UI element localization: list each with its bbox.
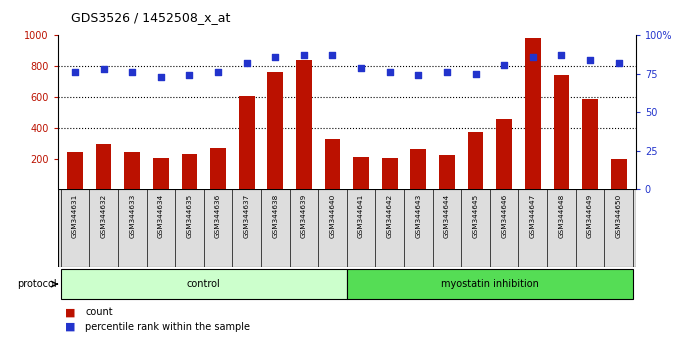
Text: GSM344646: GSM344646 (501, 193, 507, 238)
Bar (67, 153, 83, 189)
Text: GSM344637: GSM344637 (243, 193, 250, 238)
Point (155, 74, 166, 80)
Bar (58, 189, 636, 267)
Bar (382, 158, 398, 189)
Point (384, 69, 395, 75)
Text: GSM344645: GSM344645 (473, 193, 479, 238)
Text: percentile rank within the sample: percentile rank within the sample (85, 321, 250, 332)
Text: count: count (85, 307, 113, 318)
Text: GSM344631: GSM344631 (72, 193, 78, 238)
Bar (153, 158, 169, 189)
Text: control: control (187, 279, 220, 289)
Bar (239, 96, 254, 189)
Point (413, 73, 424, 78)
Text: GSM344643: GSM344643 (415, 193, 422, 238)
Bar (582, 98, 598, 189)
Bar (61, 269, 347, 299)
Point (213, 69, 224, 75)
Text: GSM344642: GSM344642 (387, 193, 393, 238)
Bar (96, 144, 112, 189)
Point (98, 67, 109, 72)
Text: GSM344644: GSM344644 (444, 193, 450, 238)
Text: GSM344638: GSM344638 (272, 193, 278, 238)
Text: myostatin inhibition: myostatin inhibition (441, 279, 539, 289)
Bar (324, 138, 341, 189)
Bar (124, 152, 140, 189)
Point (356, 65, 367, 70)
Point (528, 54, 539, 60)
Text: GSM344633: GSM344633 (129, 193, 135, 238)
Bar (267, 72, 283, 189)
Text: GSM344634: GSM344634 (158, 193, 164, 238)
Bar (439, 155, 455, 189)
Text: GSM344649: GSM344649 (587, 193, 593, 238)
Point (270, 54, 281, 60)
Point (327, 53, 338, 58)
Text: GSM344650: GSM344650 (615, 193, 622, 238)
Bar (353, 157, 369, 189)
Bar (347, 269, 633, 299)
Bar (296, 60, 311, 189)
Bar (210, 148, 226, 189)
Text: GSM344635: GSM344635 (186, 193, 192, 238)
Bar (611, 159, 626, 189)
Text: ■: ■ (65, 321, 75, 332)
Point (184, 73, 195, 78)
Bar (554, 75, 569, 189)
Text: GSM344639: GSM344639 (301, 193, 307, 238)
Text: GSM344636: GSM344636 (215, 193, 221, 238)
Bar (411, 149, 426, 189)
Text: GSM344648: GSM344648 (558, 193, 564, 238)
Point (126, 69, 137, 75)
Text: ■: ■ (65, 307, 75, 318)
Text: GSM344641: GSM344641 (358, 193, 364, 238)
Point (470, 71, 481, 77)
Bar (182, 154, 197, 189)
Text: protocol: protocol (18, 279, 57, 289)
Point (585, 57, 596, 63)
Text: GDS3526 / 1452508_x_at: GDS3526 / 1452508_x_at (71, 11, 231, 24)
Point (498, 62, 509, 68)
Text: GSM344632: GSM344632 (101, 193, 107, 238)
Point (441, 69, 452, 75)
Point (299, 53, 309, 58)
Bar (468, 132, 483, 189)
Text: GSM344647: GSM344647 (530, 193, 536, 238)
Bar (525, 39, 541, 189)
Point (241, 60, 252, 66)
Point (613, 60, 624, 66)
Bar (496, 119, 512, 189)
Text: GSM344640: GSM344640 (330, 193, 335, 238)
Point (69, 69, 80, 75)
Point (556, 53, 567, 58)
